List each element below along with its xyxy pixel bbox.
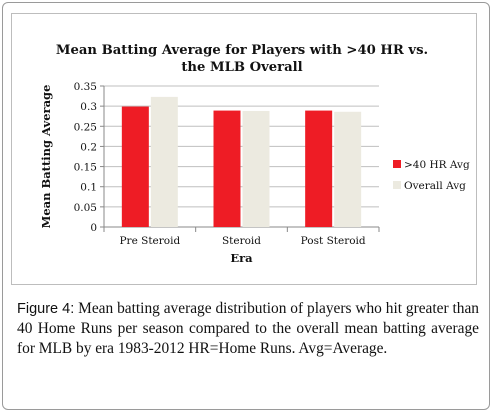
- y-tick-label: 0.15: [74, 162, 97, 174]
- chart-area: Mean Batting Average for Players with >4…: [11, 13, 477, 285]
- legend-label-1: Overall Avg: [404, 180, 466, 192]
- y-tick-label: 0.05: [74, 202, 97, 214]
- y-tick-label: 0.3: [80, 101, 97, 113]
- y-axis-label: Mean Batting Average: [39, 85, 53, 229]
- legend-swatch-1: [393, 181, 401, 189]
- bar-hr40-0: [121, 106, 149, 227]
- caption-text: Mean batting average distribution of pla…: [17, 300, 479, 357]
- legend-swatch-0: [393, 160, 401, 168]
- bar-hr40-1: [213, 110, 241, 227]
- figure-caption: Figure 4: Mean batting average distribut…: [17, 299, 479, 359]
- y-tick-label: 0.2: [80, 141, 97, 153]
- x-axis-label: Era: [230, 251, 253, 265]
- figure-frame: Mean Batting Average for Players with >4…: [2, 2, 490, 410]
- bar-hr40-2: [305, 110, 333, 227]
- y-tick-label: 0.1: [80, 182, 97, 194]
- caption-label: Figure 4:: [17, 301, 75, 317]
- y-tick-label: 0: [90, 222, 97, 234]
- bar-overall-1: [242, 110, 270, 227]
- x-tick-label: Pre Steroid: [119, 235, 180, 247]
- bar-overall-0: [150, 96, 178, 228]
- legend-label-0: >40 HR Avg: [404, 159, 470, 171]
- chart-title-line2: the MLB Overall: [181, 60, 302, 75]
- x-tick-label: Post Steroid: [301, 235, 366, 247]
- y-tick-label: 0.35: [74, 81, 97, 93]
- x-tick-label: Steroid: [222, 235, 261, 247]
- chart-title-line1: Mean Batting Average for Players with >4…: [56, 43, 428, 58]
- bar-chart: Mean Batting Average for Players with >4…: [39, 43, 470, 265]
- bar-overall-2: [334, 111, 362, 227]
- y-tick-label: 0.25: [74, 121, 97, 133]
